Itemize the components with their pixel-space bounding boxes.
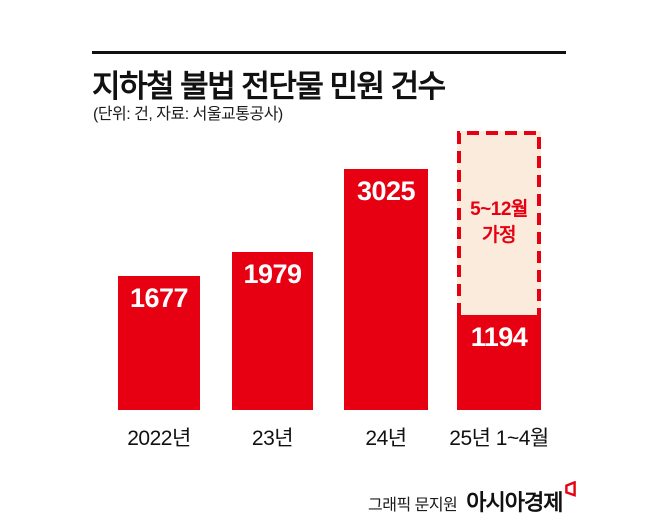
bar-chart: 1677 2022년 1979 23년 3025 24년 5~12월 [0,131,658,450]
x-axis-label-2024: 24년 [365,427,407,450]
bar-2022: 1677 [118,276,200,410]
bar-2025: 1194 [457,315,541,410]
projection-label: 5~12월 가정 [457,131,541,315]
bar-value-label-2022: 1677 [129,283,189,313]
x-axis-label-2025: 25년 1~4월 [449,427,549,450]
bar-value-label-2025: 1194 [470,322,528,352]
brand-logo-text: 아시아경제 [466,490,563,515]
bar-column-2025: 5~12월 가정 1194 25년 1~4월 [449,131,549,450]
x-axis-label-2023: 23년 [251,427,294,450]
bar-column-2023: 1979 23년 [232,131,313,450]
projection-label-line1: 5~12월 [470,199,528,220]
bar-value-label-2024: 3025 [356,176,416,206]
brand-mark-icon [565,481,577,497]
projection-label-line2: 가정 [482,225,516,246]
bar-2023: 1979 [232,252,313,410]
credit-text: 그래픽 문지원 [368,497,458,514]
bar-value-label-2023: 1979 [243,259,302,289]
projection-box: 5~12월 가정 [457,131,541,315]
projection-dashed-border-icon [457,131,541,315]
chart-subtitle: (단위: 건, 자료: 서울교통공사) [93,106,283,123]
chart-title: 지하철 불법 전단물 민원 건수 [92,69,446,104]
bar-column-2022: 1677 2022년 [118,131,200,450]
bar-2024: 3025 [344,169,428,410]
x-axis-label-2022: 2022년 [127,427,191,450]
credit-footer: 그래픽 문지원 아시아경제 [368,481,577,517]
title-rule [92,51,566,54]
bar-column-2024: 3025 24년 [344,131,428,450]
